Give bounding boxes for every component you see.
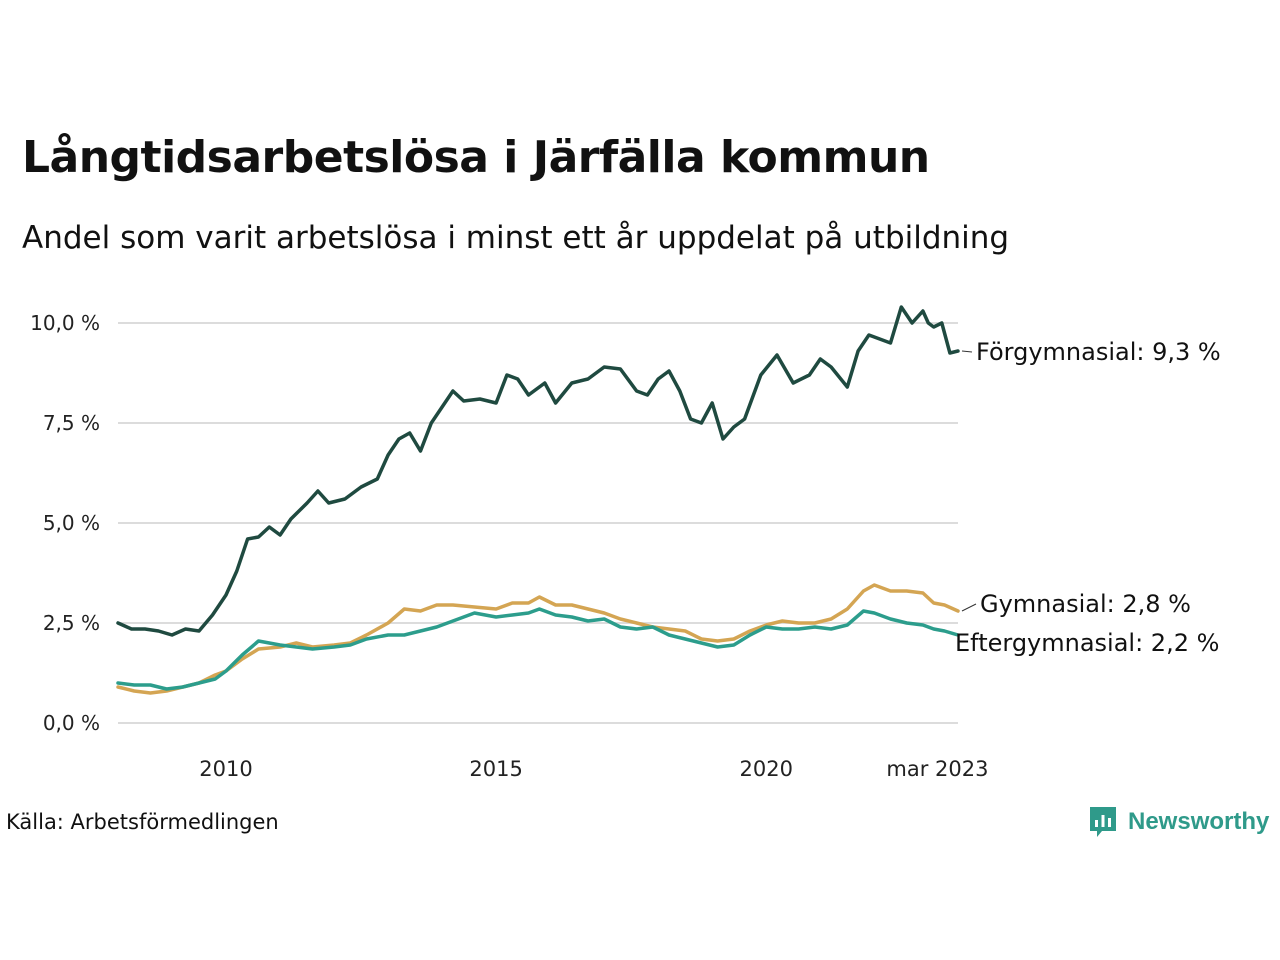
x-tick-label: mar 2023 [886, 757, 988, 781]
series-line-gymnasial [116, 583, 960, 695]
chart-subtitle: Andel som varit arbetslösa i minst ett å… [22, 220, 1010, 256]
series-labels: Förgymnasial: 9,3 % Gymnasial: 2,8 % Efter… [955, 338, 1221, 657]
chart-title: Långtidsarbetslösa i Järfälla kommun [22, 132, 930, 183]
gridlines [118, 322, 958, 724]
x-tick-label: 2020 [740, 757, 793, 781]
newsworthy-logo-text: Newsworthy [1128, 808, 1270, 835]
label-leader-line [961, 350, 973, 353]
y-tick-label: 0,0 % [43, 711, 100, 735]
y-tick-label: 2,5 % [43, 611, 100, 635]
label-leader-line [961, 603, 977, 612]
x-tick-label: 2015 [469, 757, 522, 781]
series-label-eftergymnasial: Eftergymnasial: 2,2 % [955, 629, 1219, 657]
y-tick-label: 5,0 % [43, 511, 100, 535]
series-line-eftergymnasial [116, 607, 960, 691]
series-label-gymnasial: Gymnasial: 2,8 % [980, 590, 1191, 618]
y-axis-ticks: 0,0 % 2,5 % 5,0 % 7,5 % 10,0 % [30, 311, 100, 735]
series-line-förgymnasial [116, 305, 960, 637]
y-tick-label: 7,5 % [43, 411, 100, 435]
series-lines [116, 305, 960, 695]
y-tick-label: 10,0 % [30, 311, 100, 335]
series-label-förgymnasial: Förgymnasial: 9,3 % [976, 338, 1221, 366]
x-tick-label: 2010 [199, 757, 252, 781]
newsworthy-logo[interactable]: Newsworthy [1088, 805, 1269, 839]
x-axis-ticks: 2010 2015 2020 mar 2023 [199, 757, 988, 781]
line-chart: 0,0 % 2,5 % 5,0 % 7,5 % 10,0 % 2010 2015 2020 m… [30, 305, 1221, 781]
newsworthy-logo-icon [1090, 807, 1116, 837]
source-note: Källa: Arbetsförmedlingen [6, 810, 279, 834]
